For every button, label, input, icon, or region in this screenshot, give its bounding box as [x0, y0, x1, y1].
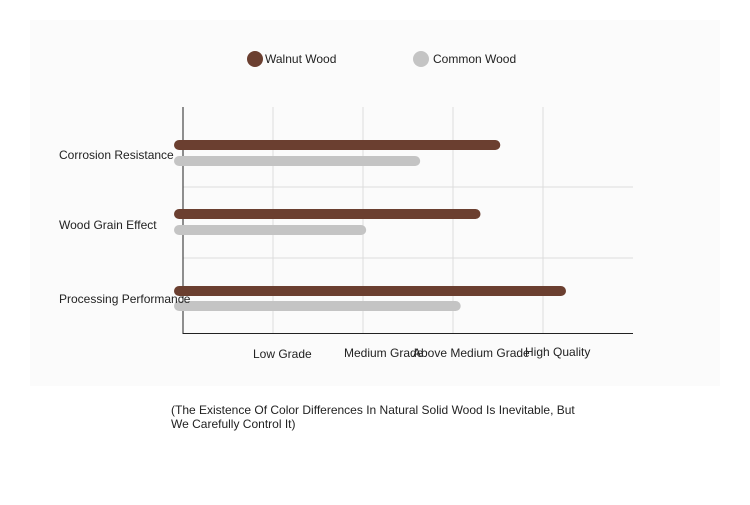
legend-item-common: Common Wood	[413, 51, 516, 67]
category-label-grain: Wood Grain Effect	[59, 218, 157, 232]
chart-card	[30, 20, 720, 386]
footnote: (The Existence Of Color Differences In N…	[171, 403, 575, 431]
legend-item-walnut: Walnut Wood	[247, 51, 336, 67]
legend-swatch-walnut	[247, 51, 263, 67]
legend-label-common: Common Wood	[433, 52, 517, 66]
x-tick-above-medium-grade: Above Medium Grade	[413, 346, 530, 360]
category-label-processing: Processing Performance	[59, 292, 191, 306]
legend-swatch-common	[413, 51, 429, 67]
x-tick-low-grade: Low Grade	[253, 347, 312, 361]
category-label-corrosion: Corrosion Resistance	[59, 148, 174, 162]
legend-label-walnut: Walnut Wood	[265, 52, 337, 66]
x-tick-high-quality: High Quality	[525, 345, 591, 359]
x-tick-medium-grade: Medium Grade	[344, 346, 424, 360]
